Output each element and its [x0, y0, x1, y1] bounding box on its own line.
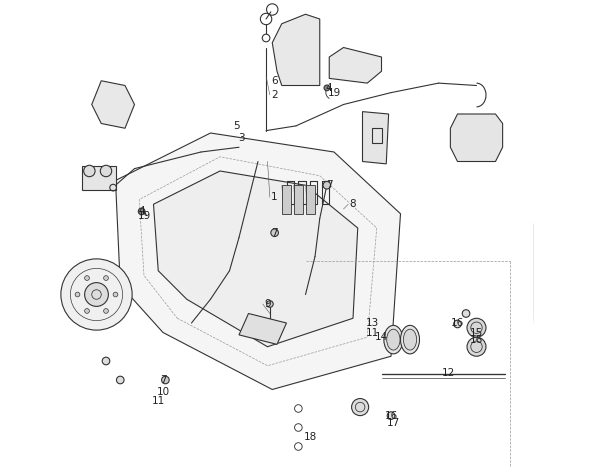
Text: 16: 16: [384, 410, 398, 421]
FancyBboxPatch shape: [82, 166, 115, 190]
Circle shape: [61, 259, 132, 330]
Text: 19: 19: [327, 87, 340, 98]
Circle shape: [262, 34, 270, 42]
Circle shape: [271, 229, 278, 237]
FancyBboxPatch shape: [305, 185, 315, 214]
Polygon shape: [92, 81, 134, 128]
Text: 6: 6: [271, 76, 278, 86]
Text: 16: 16: [451, 318, 464, 328]
Text: 15: 15: [470, 327, 483, 338]
Polygon shape: [451, 114, 503, 162]
Circle shape: [324, 85, 330, 91]
Circle shape: [352, 399, 369, 416]
Polygon shape: [153, 171, 358, 347]
Polygon shape: [272, 14, 320, 86]
Circle shape: [453, 320, 461, 328]
Text: 7: 7: [271, 228, 278, 238]
Text: 1: 1: [271, 192, 278, 202]
Polygon shape: [329, 48, 381, 83]
Text: 2: 2: [271, 90, 278, 100]
Text: 16: 16: [470, 334, 483, 345]
Text: 13: 13: [365, 318, 379, 328]
Circle shape: [117, 376, 124, 384]
Circle shape: [85, 276, 89, 280]
Circle shape: [104, 276, 108, 280]
Circle shape: [85, 309, 89, 314]
Circle shape: [323, 181, 331, 189]
Circle shape: [467, 337, 486, 356]
Circle shape: [387, 412, 395, 419]
Circle shape: [102, 357, 110, 365]
Circle shape: [467, 318, 486, 337]
Polygon shape: [372, 128, 381, 142]
Text: 8: 8: [350, 199, 356, 209]
Text: 12: 12: [442, 368, 455, 378]
Text: 18: 18: [304, 432, 317, 442]
Circle shape: [139, 208, 145, 215]
Ellipse shape: [384, 325, 403, 354]
Text: 7: 7: [326, 180, 333, 190]
FancyBboxPatch shape: [294, 185, 303, 214]
Text: 11: 11: [365, 327, 379, 338]
Text: 11: 11: [152, 396, 165, 407]
Circle shape: [266, 301, 273, 307]
Text: 5: 5: [233, 121, 240, 131]
Text: 17: 17: [387, 418, 400, 428]
Text: 19: 19: [137, 211, 150, 221]
Text: 4: 4: [326, 83, 333, 93]
Text: 4: 4: [139, 206, 145, 217]
Circle shape: [472, 336, 480, 343]
Text: 9: 9: [264, 299, 271, 309]
Circle shape: [83, 165, 95, 177]
Ellipse shape: [403, 329, 417, 350]
Polygon shape: [115, 133, 401, 389]
Text: 3: 3: [238, 133, 244, 143]
Text: 7: 7: [160, 375, 166, 385]
FancyBboxPatch shape: [282, 185, 291, 214]
Circle shape: [104, 309, 108, 314]
Circle shape: [162, 376, 169, 384]
Circle shape: [75, 292, 80, 297]
Text: 14: 14: [375, 332, 388, 342]
Circle shape: [462, 310, 470, 317]
Ellipse shape: [387, 329, 400, 350]
Circle shape: [113, 292, 118, 297]
Polygon shape: [239, 314, 287, 344]
Ellipse shape: [401, 325, 420, 354]
Circle shape: [85, 283, 108, 306]
Text: 10: 10: [156, 387, 169, 397]
Circle shape: [100, 165, 112, 177]
Polygon shape: [362, 112, 388, 164]
